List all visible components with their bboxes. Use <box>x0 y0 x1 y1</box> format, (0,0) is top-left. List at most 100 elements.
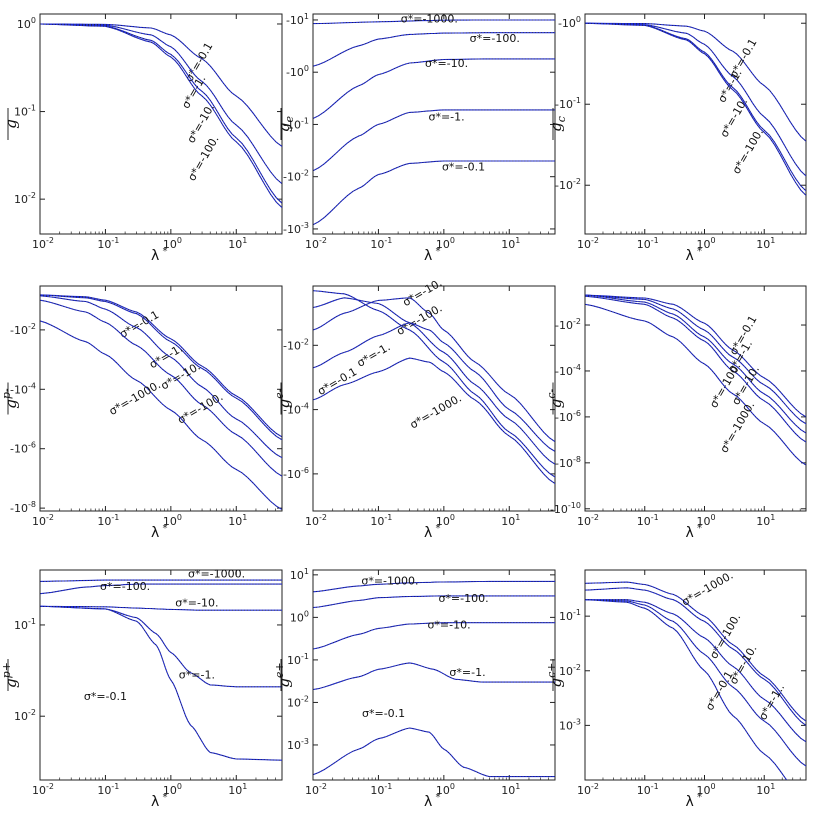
x-tick-label: 101 <box>228 782 247 797</box>
y-tick-label: -10-2 <box>10 322 36 337</box>
x-axis-label: λ * <box>686 523 702 541</box>
curve-label: σ*=-0.1 <box>442 161 485 174</box>
x-tick-label: 10-1 <box>637 513 659 528</box>
curve-label: σ*=-100. <box>707 611 743 661</box>
series-line <box>40 605 282 761</box>
series-line <box>40 294 282 438</box>
series-line <box>313 290 555 478</box>
series-line-overlay <box>585 22 806 142</box>
series-line-overlay <box>313 595 555 608</box>
curve-label: σ*=-1000. <box>408 392 464 432</box>
curve-label: σ*=-1. <box>179 668 215 681</box>
panel-gcm: 10-2 10-1 100 101-10-2-10-4-10-6-10-8-10-10… <box>545 285 807 541</box>
series-line <box>585 22 806 142</box>
series-line-overlay <box>585 294 806 434</box>
curve-label: σ*=-1000. <box>188 568 245 581</box>
y-axis-label: gc <box>547 116 568 132</box>
series-line-overlay <box>40 295 282 458</box>
series-line-overlay <box>40 23 282 208</box>
curve-label: σ*=-1. <box>428 110 464 123</box>
x-tick-label: 101 <box>501 513 520 528</box>
y-tick-label: -10-8 <box>10 500 36 515</box>
y-tick-label: 101 <box>290 567 309 582</box>
series-line-overlay <box>313 19 555 24</box>
series-line-overlay <box>40 23 282 204</box>
series-line <box>40 295 282 459</box>
curve-label: σ*=-1000. <box>401 12 458 25</box>
curve-label: σ*=-10. <box>175 596 218 609</box>
x-tick-label: 101 <box>501 782 520 797</box>
plot-frame <box>39 285 283 512</box>
panel-gc: 10-2 10-1 100 101-100-10-1-10-2λ *gcσ*=-0.1… <box>547 13 807 264</box>
x-tick-label: 10-1 <box>637 782 659 797</box>
series-line-overlay <box>585 581 806 722</box>
series-line <box>313 727 555 778</box>
series-line <box>585 22 806 192</box>
x-tick-label: 10-1 <box>370 782 392 797</box>
y-tick-label: -10-6 <box>555 409 581 424</box>
x-tick-label: 101 <box>501 236 520 251</box>
series-line-overlay <box>585 295 806 443</box>
series-line-overlay <box>585 599 806 767</box>
x-axis-label: λ * <box>151 246 167 264</box>
x-axis-label: λ * <box>151 792 167 810</box>
x-tick-label: 10-2 <box>305 513 327 528</box>
curve-label: σ*=-1.. <box>756 681 787 722</box>
series-line <box>40 605 282 611</box>
x-tick-label: 101 <box>756 782 775 797</box>
series-line <box>585 22 806 196</box>
y-tick-label: 10-3 <box>287 737 309 752</box>
y-tick-label: 100 <box>17 16 36 31</box>
curve-label: σ*=-10. <box>427 618 470 631</box>
y-axis-label: gp+ <box>0 662 20 688</box>
x-axis-label: λ * <box>424 246 440 264</box>
series-line <box>40 294 282 441</box>
curve-label: σ*=-100. <box>394 302 444 338</box>
y-tick-label: 10-2 <box>14 191 36 206</box>
y-axis-label: gc- <box>545 388 565 408</box>
x-axis-label: λ * <box>151 523 167 541</box>
series-line-overlay <box>313 58 555 119</box>
y-tick-label: -10-8 <box>555 455 581 470</box>
series-line <box>585 599 788 780</box>
y-tick-label: 10-1 <box>287 652 309 667</box>
y-tick-label: -101 <box>286 12 309 27</box>
x-tick-label: 10-2 <box>32 782 54 797</box>
series-line-overlay <box>313 581 555 593</box>
plot-frame <box>39 569 283 781</box>
y-tick-label: -10-2 <box>555 317 581 332</box>
series-line-overlay <box>40 23 282 147</box>
plot-frame <box>584 285 807 512</box>
curve-label: σ*=-10. <box>425 57 468 70</box>
series-line <box>585 599 806 743</box>
series-line <box>40 579 282 582</box>
series-line <box>40 299 282 477</box>
x-tick-label: 10-2 <box>32 236 54 251</box>
y-tick-label: -100 <box>558 15 581 30</box>
series-line-overlay <box>313 160 555 226</box>
y-tick-label: -10-2 <box>283 169 309 184</box>
x-tick-label: 10-2 <box>577 513 599 528</box>
series-line <box>313 662 555 691</box>
y-tick-label: -10-4 <box>10 381 36 396</box>
panel-gem: 10-2 10-1 100 101-10-2-10-4-10-6λ *ge-σ*=-1… <box>273 276 556 541</box>
x-tick-label: 101 <box>756 513 775 528</box>
series-line <box>313 160 555 226</box>
curve-label: σ*=-0.1 <box>703 669 736 713</box>
series-line-overlay <box>313 727 555 777</box>
series-line-overlay <box>585 22 806 177</box>
x-tick-label: 10-1 <box>97 513 119 528</box>
y-tick-label: -10-6 <box>10 441 36 456</box>
curve-label: σ*=-0.1 <box>362 707 405 720</box>
series-line-overlay <box>313 109 555 171</box>
series-line-overlay <box>40 320 282 510</box>
y-tick-label: 10-3 <box>559 717 581 732</box>
y-tick-label: -10-2 <box>555 177 581 192</box>
x-tick-label: 101 <box>756 236 775 251</box>
series-line-overlay <box>585 294 806 425</box>
y-axis-label: g <box>2 119 20 129</box>
y-tick-label: 10-1 <box>559 608 581 623</box>
x-tick-label: 10-2 <box>577 236 599 251</box>
x-tick-label: 10-2 <box>577 782 599 797</box>
